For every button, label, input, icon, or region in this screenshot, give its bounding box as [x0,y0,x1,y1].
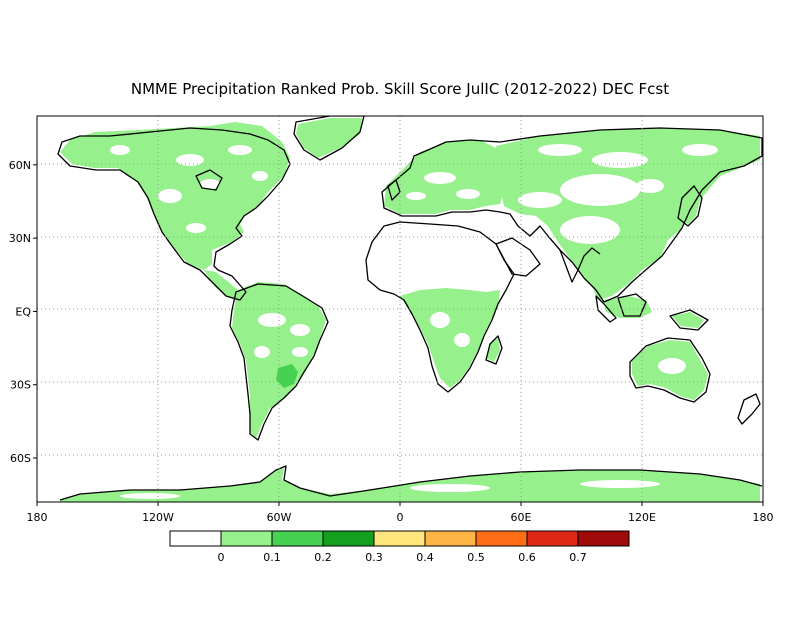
map-area [37,116,763,502]
x-tick-label: 180 [27,511,48,524]
coast-south-america [229,283,329,441]
y-tick-label: 30S [10,379,31,392]
x-tick-label: 180 [753,511,774,524]
x-tick-label: 120E [628,511,656,524]
x-tick-label: 120W [142,511,174,524]
map-title: NMME Precipitation Ranked Prob. Skill Sc… [131,80,669,98]
colorbar-label: 0.1 [263,551,281,564]
x-tick-label: 0 [397,511,404,524]
skill-maritime-continent [604,296,652,318]
colorbar-label: 0.2 [314,551,332,564]
skill-asia [496,128,760,300]
colorbar-swatch [169,530,222,547]
colorbar-swatch [322,530,375,547]
coast-africa [365,221,515,393]
coast-sumatra [595,295,617,323]
coast-europe-asia [381,127,763,303]
axis-ticks: 180 120W 60W 0 60E 120E 180 60N 30N EQ 30S 60S [9,159,774,524]
coast-borneo [617,293,647,317]
colorbar-swatch [220,530,273,547]
skill-japan [680,188,700,224]
colorbar-swatch [271,530,324,547]
coastlines [57,116,763,501]
coast-greenland [293,116,365,161]
colorbar-label: 0.4 [416,551,434,564]
colorbar-label: 0.7 [569,551,587,564]
coast-india [547,235,601,283]
colorbar-swatch [526,530,579,547]
skill-greenland [296,118,362,158]
y-tick-label: 60S [10,452,31,465]
colorbar-label: 0.5 [467,551,485,564]
colorbar-swatch [373,530,426,547]
skill-africa [400,288,500,388]
y-tick-label: 60N [9,159,31,172]
colorbar-swatch [475,530,528,547]
coast-new-zealand [737,393,761,425]
skill-antarctica [60,468,760,502]
y-tick-label: 30N [9,232,31,245]
coast-new-guinea [669,309,709,331]
coast-madagascar [485,335,503,365]
gridlines [37,116,763,502]
colorbar-label: 0.3 [365,551,383,564]
colorbar: 0 0.1 0.2 0.3 0.4 0.5 0.6 0.7 [169,530,630,564]
skill-gaps [110,144,718,499]
coast-north-america [57,127,291,301]
skill-madagascar [486,338,500,362]
coast-arabia [495,237,541,277]
colorbar-label: 0 [218,551,225,564]
coast-japan [677,185,703,227]
colorbar-swatch [577,530,630,547]
colorbar-label: 0.6 [518,551,536,564]
colorbar-swatch [424,530,477,547]
y-tick-label: EQ [15,305,31,318]
coast-australia [629,337,711,403]
coast-hudson-bay [195,169,223,191]
skill-new-guinea [672,312,704,328]
coast-antarctica [59,465,763,501]
x-tick-label: 60E [511,511,532,524]
x-tick-label: 60W [267,511,292,524]
